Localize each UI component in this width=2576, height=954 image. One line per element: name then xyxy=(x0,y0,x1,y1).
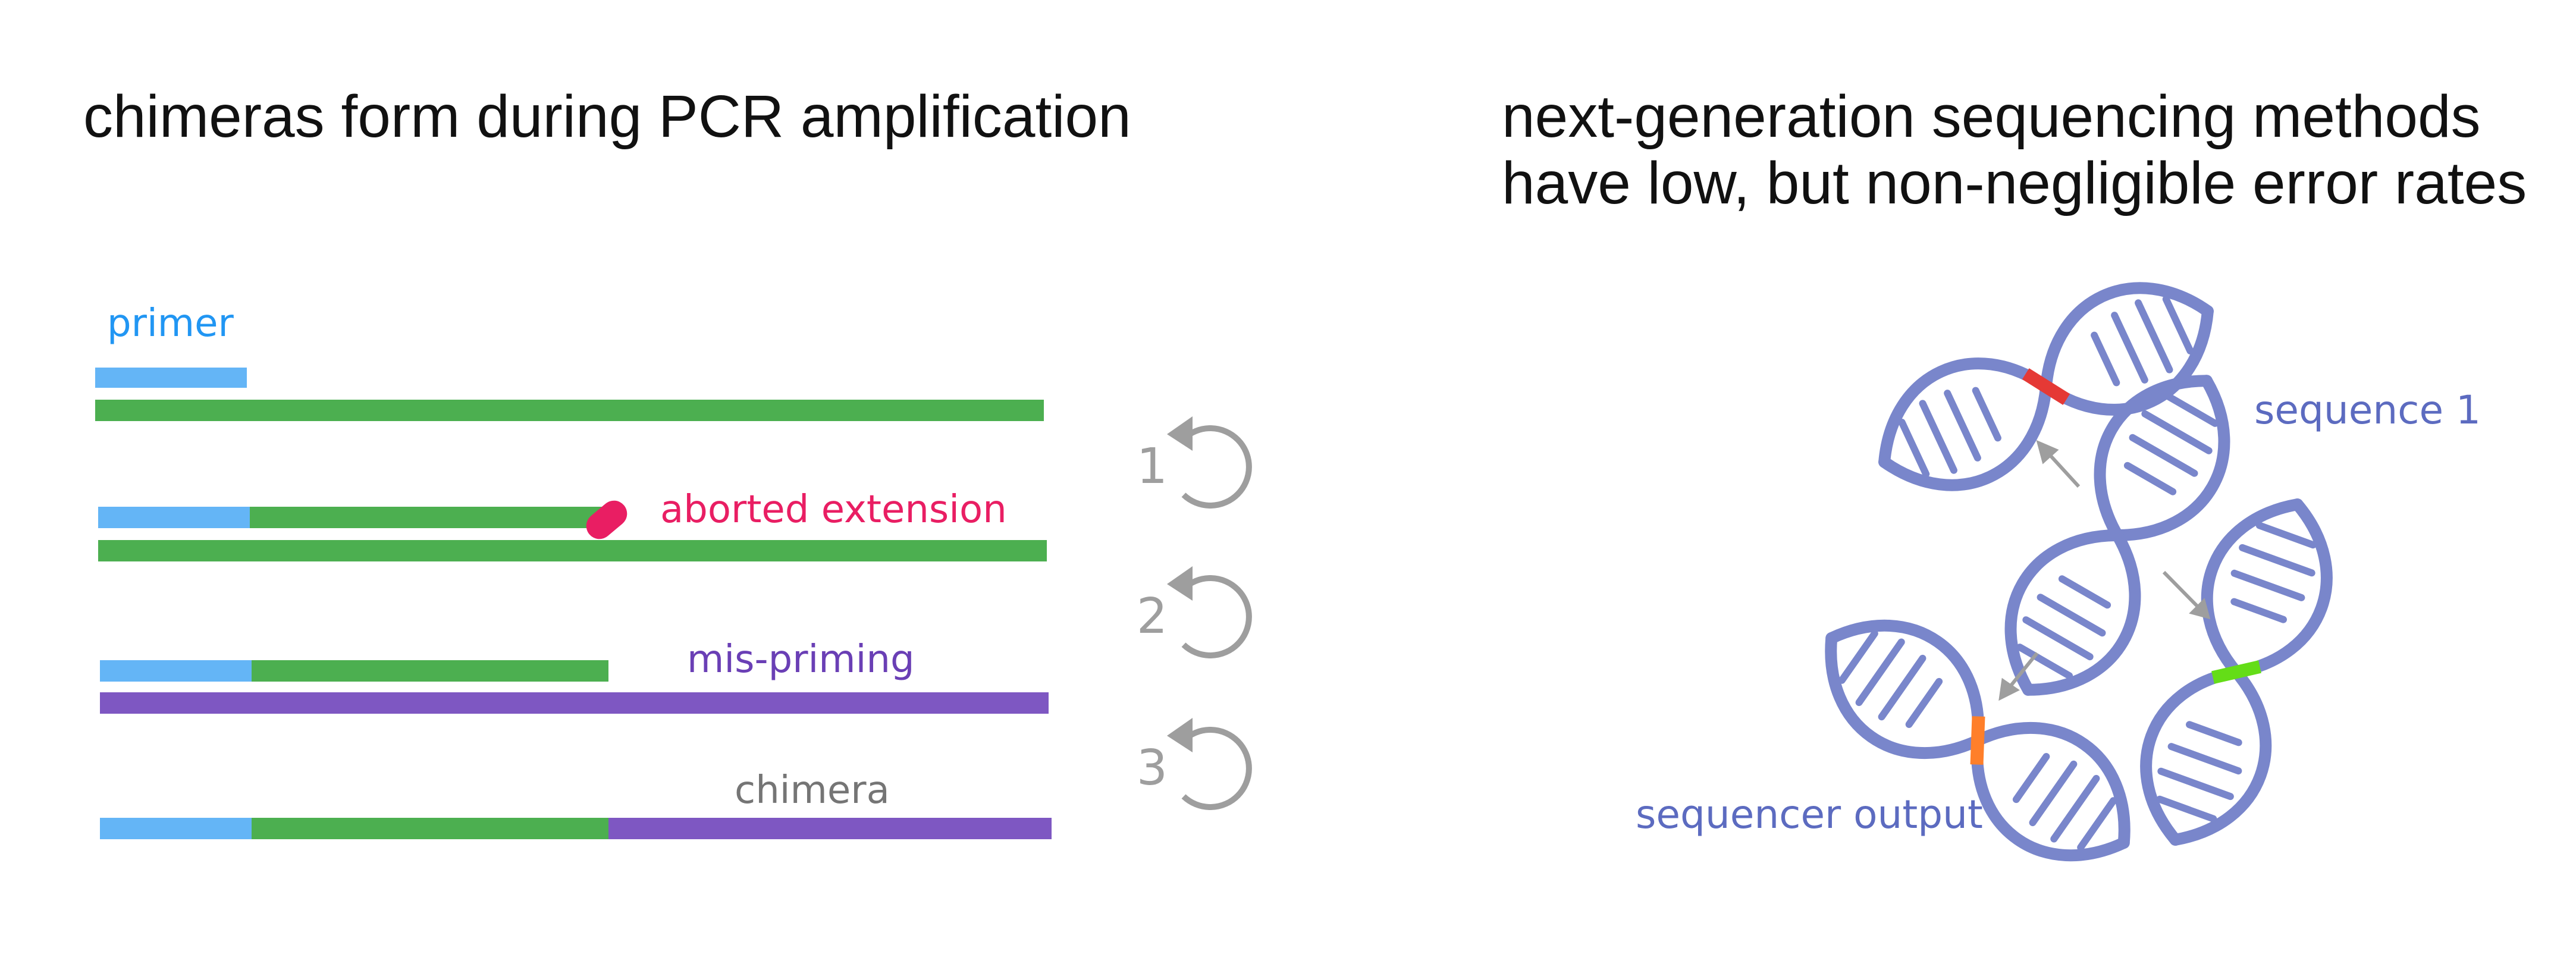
template-strand xyxy=(98,540,1047,561)
arrow-to-right-copy xyxy=(2162,570,2211,620)
primer-bar xyxy=(95,368,247,388)
sequencer-output-label: sequencer output xyxy=(1636,792,1983,837)
partial-extension xyxy=(252,660,608,682)
dna-copy-top-icon xyxy=(1860,259,2232,514)
cycle-3-icon: 3 xyxy=(1137,718,1252,810)
error-base-red xyxy=(2022,368,2070,405)
cycle-2-number: 2 xyxy=(1137,588,1168,645)
cycle-3-number: 3 xyxy=(1137,740,1168,796)
purple-segment xyxy=(608,818,1052,839)
partial-extension xyxy=(250,507,607,528)
cycle-2-icon: 2 xyxy=(1137,566,1252,658)
left-panel-title: chimeras form during PCR amplification xyxy=(83,83,1131,150)
mis-priming-label: mis-priming xyxy=(687,638,915,682)
primer-bar xyxy=(100,818,252,839)
primer-label: primer xyxy=(107,302,234,346)
abort-marker xyxy=(586,500,627,539)
wrong-template-strand xyxy=(100,692,1049,714)
sequencing-diagram: sequence 1 sequencer output xyxy=(1636,259,2481,890)
chimera-label: chimera xyxy=(735,768,890,812)
sequence-1-label: sequence 1 xyxy=(2254,387,2481,433)
template-strand xyxy=(95,400,1044,421)
green-segment xyxy=(252,818,608,839)
right-title-line-1: next-generation sequencing methods xyxy=(1502,83,2481,150)
error-base-orange xyxy=(1970,716,1985,765)
arrow-to-bottom-copy xyxy=(1998,652,2039,701)
primer-bar xyxy=(98,507,250,528)
cycle-1-number: 1 xyxy=(1137,438,1168,495)
row-aborted-extension: aborted extension xyxy=(98,488,1047,561)
right-panel-title: next-generation sequencing methods have … xyxy=(1502,83,2527,216)
primer-bar xyxy=(100,660,252,682)
arrow-to-top-copy xyxy=(2036,440,2081,488)
cycle-1-icon: 1 xyxy=(1137,416,1252,509)
dna-copy-right-icon xyxy=(2121,485,2352,860)
row-mispriming: mis-priming xyxy=(100,638,1049,714)
pcr-diagram: primer aborted extension mis-priming chi… xyxy=(95,302,1252,839)
dna-copy-bottom-icon xyxy=(1798,591,2157,890)
right-title-line-2: have low, but non-negligible error rates xyxy=(1502,150,2527,216)
row-template xyxy=(95,368,1044,421)
row-chimera: chimera xyxy=(100,768,1052,839)
error-base-green xyxy=(2211,660,2261,684)
aborted-extension-label: aborted extension xyxy=(660,488,1007,532)
